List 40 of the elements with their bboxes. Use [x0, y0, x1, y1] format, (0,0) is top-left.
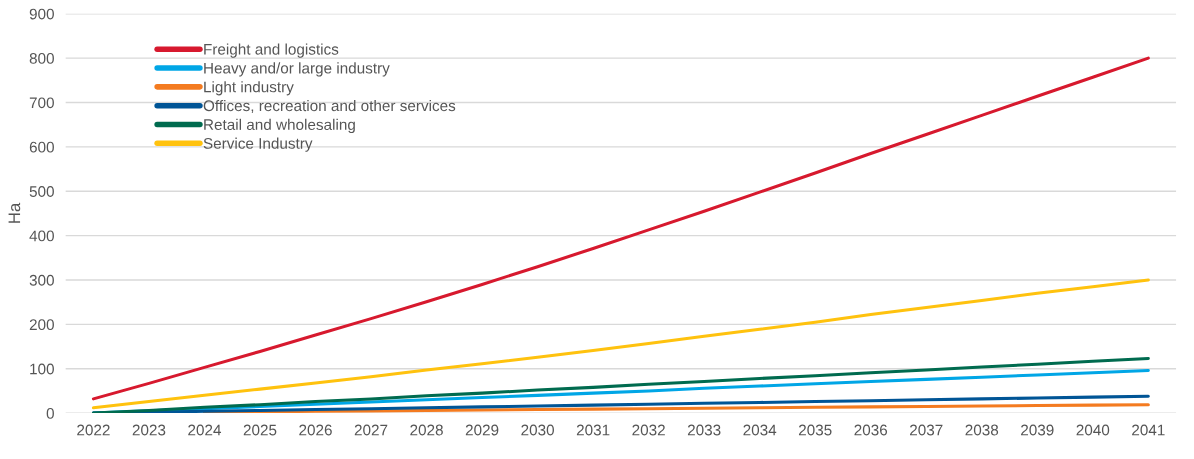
x-tick-label: 2034 [743, 424, 777, 436]
line-series [91, 356, 1150, 414]
x-tick-label: 2035 [798, 424, 832, 436]
legend-label: Retail and wholesaling [204, 118, 355, 134]
y-tick-label: 500 [29, 186, 54, 197]
line-series [91, 278, 1150, 410]
x-tick-label: 2036 [854, 424, 888, 436]
y-tick-label: 0 [46, 407, 54, 419]
x-tick-label: 2024 [188, 424, 222, 436]
x-tick-label: 2025 [243, 424, 277, 436]
x-tick-label: 2039 [1021, 424, 1054, 436]
x-tick-label: 2037 [910, 424, 943, 436]
x-tick-label: 2041 [1132, 424, 1165, 436]
legend-label: Heavy and/or large industry [204, 62, 390, 77]
y-tick-label: 900 [29, 8, 54, 20]
y-tick-label: 400 [29, 230, 54, 242]
x-tick-label: 2028 [410, 424, 443, 436]
x-tick-label: 2038 [965, 424, 999, 436]
x-tick-label: 2022 [77, 424, 110, 436]
legend-label: Service Industry [203, 137, 313, 152]
x-tick-label: 2033 [687, 424, 721, 436]
x-tick-label: 2030 [521, 424, 554, 436]
legend-label: Offices, recreation and other services [203, 99, 456, 113]
x-tick-label: 2032 [632, 424, 665, 436]
y-axis-title: Ha [8, 202, 21, 223]
y-tick-label: 700 [29, 97, 54, 109]
x-tick-label: 2023 [132, 424, 166, 436]
x-tick-label: 2031 [576, 424, 610, 436]
y-tick-label: 800 [29, 53, 54, 64]
line-series [91, 56, 1150, 401]
x-tick-label: 2026 [299, 424, 332, 436]
x-tick-label: 2027 [354, 424, 388, 436]
x-tick-label: 2040 [1076, 424, 1110, 436]
y-tick-label: 300 [29, 274, 54, 286]
y-tick-label: 200 [29, 319, 54, 331]
x-tick-label: 2029 [465, 424, 499, 436]
legend-label: Freight and logistics [204, 43, 339, 58]
y-tick-label: 100 [30, 363, 54, 375]
legend-label: Light industry [204, 81, 294, 96]
y-tick-label: 600 [29, 141, 54, 153]
